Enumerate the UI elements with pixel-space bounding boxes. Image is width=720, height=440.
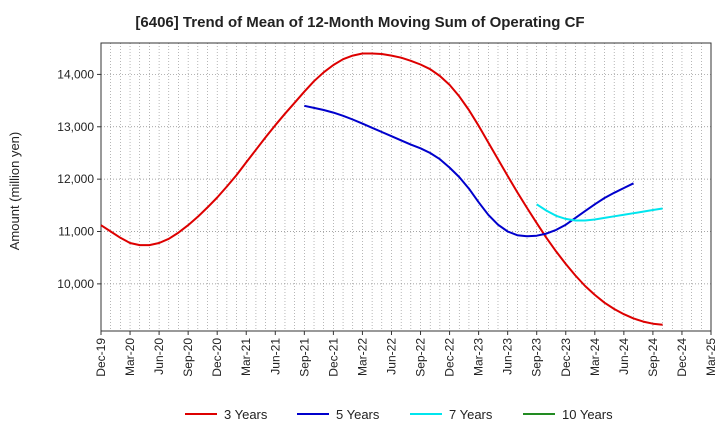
plot-frame (100, 42, 712, 332)
x-tick-label: Mar-22 (355, 338, 369, 376)
x-tick-label: Jun-22 (384, 338, 398, 375)
x-tick-label: Dec-23 (559, 338, 573, 377)
legend: 3 Years 5 Years 7 Years 10 Years (185, 407, 613, 422)
x-tick-label: Dec-19 (94, 338, 108, 377)
legend-label: 5 Years (336, 407, 380, 422)
grid (101, 43, 711, 331)
plot-area (101, 43, 711, 331)
x-tick-label: Sep-21 (297, 338, 311, 377)
x-tick-label: Dec-20 (210, 338, 224, 377)
x-tick-label: Jun-23 (501, 338, 515, 375)
x-tick-label: Mar-23 (472, 338, 486, 376)
x-tick-label: Dec-21 (326, 338, 340, 377)
x-tick-label: Mar-24 (588, 338, 602, 376)
y-tick-label: 13,000 (57, 120, 94, 134)
y-axis-label: Amount (million yen) (7, 132, 22, 251)
y-tick-label: 11,000 (58, 225, 94, 239)
y-tick-labels: 10,000 11,000 12,000 13,000 14,000 (57, 67, 94, 290)
x-tick-labels: Dec-19 Mar-20 Jun-20 Sep-20 Dec-20 Mar-21 Jun-… (94, 338, 718, 377)
x-tick-label: Sep-22 (414, 338, 428, 377)
y-tick-label: 14,000 (57, 67, 94, 81)
series-line-7-years (536, 203, 663, 222)
x-tick-label: Dec-22 (443, 338, 457, 377)
series-line-3-years (100, 52, 663, 326)
x-tick-label: Sep-23 (530, 338, 544, 377)
legend-label: 10 Years (562, 407, 613, 422)
legend-label: 7 Years (449, 407, 493, 422)
x-tick-label: Mar-20 (123, 338, 137, 376)
axes (97, 42, 712, 335)
x-tick-label: Jun-21 (268, 338, 282, 375)
series-lines (100, 52, 663, 326)
y-tick-label: 10,000 (57, 277, 94, 291)
legend-label: 3 Years (224, 407, 268, 422)
chart-title: [6406] Trend of Mean of 12-Month Moving … (135, 14, 585, 31)
x-tick-label: Sep-24 (646, 338, 660, 377)
x-tick-label: Mar-25 (704, 338, 718, 376)
y-tick-label: 12,000 (57, 172, 94, 186)
x-tick-label: Dec-24 (675, 338, 689, 377)
x-tick-label: Jun-20 (152, 338, 166, 375)
series-line-5-years (304, 104, 634, 238)
x-tick-label: Sep-20 (181, 338, 195, 377)
x-tick-label: Jun-24 (617, 338, 631, 375)
plot-background (101, 43, 711, 331)
x-tick-label: Mar-21 (239, 338, 253, 376)
